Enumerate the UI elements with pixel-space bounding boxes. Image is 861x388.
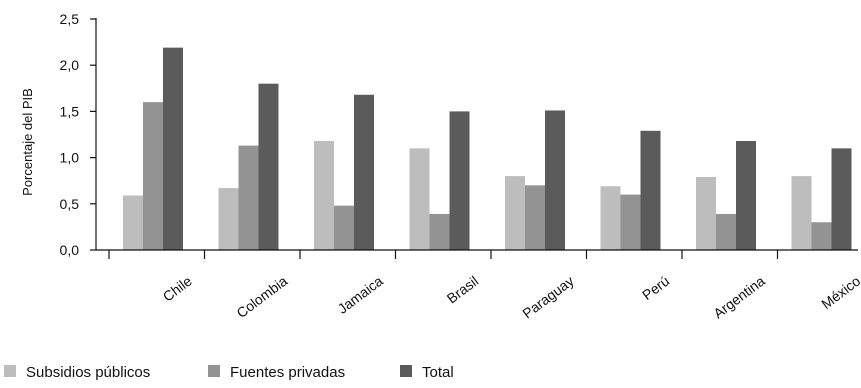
bar-paraguay-3 bbox=[545, 110, 565, 250]
legend-label: Total bbox=[422, 364, 454, 381]
bar-jamaica-1 bbox=[314, 140, 334, 250]
bar-argentina-2 bbox=[716, 213, 736, 250]
bar-paraguay-2 bbox=[525, 185, 545, 250]
bar-per--3 bbox=[640, 130, 661, 250]
x-tick-label: México bbox=[818, 272, 861, 312]
bar-jamaica-3 bbox=[354, 94, 374, 250]
bar-per--1 bbox=[600, 186, 621, 250]
y-tick-label: 1,0 bbox=[60, 150, 80, 166]
bar-colombia-2 bbox=[238, 145, 259, 250]
bar-brasil-2 bbox=[429, 213, 450, 250]
y-tick-label: 2,0 bbox=[60, 57, 80, 73]
bar-paraguay-1 bbox=[505, 176, 525, 250]
y-axis-label: Porcentaje del PIB bbox=[20, 88, 35, 196]
bar-colombia-3 bbox=[258, 83, 279, 251]
x-tick-label: Colombia bbox=[233, 272, 290, 320]
legend-label: Fuentes privadas bbox=[230, 364, 345, 381]
bar-m-xico-1 bbox=[791, 176, 812, 250]
bar-per--2 bbox=[620, 194, 641, 250]
legend-swatch bbox=[400, 365, 412, 377]
bar-argentina-3 bbox=[736, 140, 756, 250]
y-tick-label: 0,5 bbox=[60, 196, 80, 212]
bar-jamaica-2 bbox=[334, 205, 354, 250]
x-tick-label: Paraguay bbox=[519, 273, 576, 322]
bar-brasil-1 bbox=[409, 148, 430, 250]
x-tick-label: Brasil bbox=[444, 273, 482, 307]
bar-m-xico-3 bbox=[831, 148, 852, 250]
x-axis: Chile Colombia Jamaica Brasil Paraguay Perú Ar… bbox=[96, 249, 861, 322]
x-tick-label: Chile bbox=[160, 272, 195, 304]
y-tick-label: 0,0 bbox=[60, 242, 80, 258]
x-tick-label: Argentina bbox=[710, 272, 768, 321]
bar-brasil-3 bbox=[449, 111, 470, 251]
bar-chile-2 bbox=[143, 102, 163, 250]
y-tick-label: 1,5 bbox=[60, 103, 80, 119]
bars bbox=[123, 47, 852, 251]
x-tick-label: Perú bbox=[639, 273, 672, 304]
legend-swatch bbox=[4, 365, 16, 377]
bar-colombia-1 bbox=[218, 188, 239, 250]
bar-argentina-1 bbox=[696, 177, 716, 250]
bar-chile-1 bbox=[123, 195, 143, 250]
legend: Subsidios públicos Fuentes privadas Total bbox=[4, 364, 454, 381]
bar-m-xico-2 bbox=[811, 222, 832, 250]
bar-chile-3 bbox=[163, 47, 183, 251]
legend-label: Subsidios públicos bbox=[26, 364, 150, 381]
y-tick-label: 2,5 bbox=[60, 11, 80, 27]
y-axis: 0,0 0,5 1,0 1,5 2,0 2,5 bbox=[60, 11, 97, 258]
x-tick-label: Jamaica bbox=[335, 272, 386, 316]
legend-swatch bbox=[208, 365, 220, 377]
